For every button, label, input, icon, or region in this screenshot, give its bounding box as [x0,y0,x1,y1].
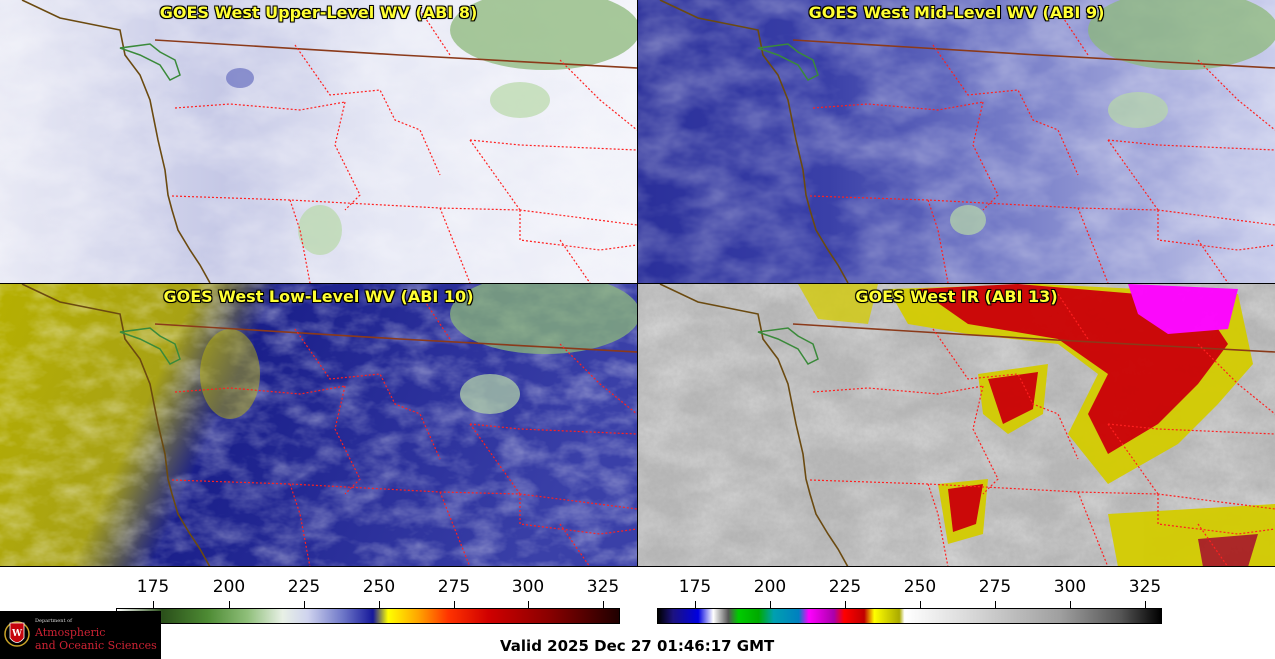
panel-ir: GOES West IR (ABI 13) [638,284,1275,567]
panel-mid-level-wv: GOES West Mid-Level WV (ABI 9) [638,0,1275,283]
aos-logo: W Department of Atmospheric and Oceanic … [0,611,161,659]
panel-low-level-wv: GOES West Low-Level WV (ABI 10) [0,284,637,567]
panel-title: GOES West Low-Level WV (ABI 10) [163,287,474,306]
ir-colorbar-tickmark [995,601,996,608]
logo-dept-text: Department of [35,618,72,624]
ir-colorbar-tick: 225 [828,577,862,597]
wv-colorbar-tick: 200 [212,577,246,597]
svg-text:W: W [11,629,23,639]
ir-colorbar-tick: 175 [678,577,712,597]
panel-title: GOES West IR (ABI 13) [855,287,1058,306]
wv-colorbar-tickmark [229,601,230,608]
wv-colorbar [116,608,620,624]
valid-time: Valid 2025 Dec 27 01:46:17 GMT [500,637,775,655]
wv-colorbar-tick: 275 [437,577,471,597]
ir-colorbar-tick: 325 [1128,577,1162,597]
wv-colorbar-tick: 175 [136,577,170,597]
wv-colorbar-tick: 300 [511,577,545,597]
wv-colorbar-tickmark [304,601,305,608]
ir-colorbar [657,608,1162,624]
wv-colorbar-tick: 225 [287,577,321,597]
upper-level-wv-image [0,0,637,283]
panel-upper-level-wv: GOES West Upper-Level WV (ABI 8) [0,0,637,283]
mid-level-wv-image [638,0,1275,283]
low-level-wv-image [0,284,637,567]
ir-colorbar-tick: 300 [1053,577,1087,597]
ir-colorbar-tickmark [1070,601,1071,608]
panel-divider-horizontal [0,283,1275,284]
wv-colorbar-tickmark [454,601,455,608]
wv-colorbar-tick: 325 [586,577,620,597]
panel-divider-bottom [0,566,1275,567]
ir-colorbar-tickmark [1145,601,1146,608]
ir-colorbar-tickmark [845,601,846,608]
wv-colorbar-tickmark [379,601,380,608]
ir-colorbar-tick: 200 [753,577,787,597]
ir-colorbar-tick: 275 [978,577,1012,597]
panel-title: GOES West Mid-Level WV (ABI 9) [808,3,1105,22]
panel-title: GOES West Upper-Level WV (ABI 8) [159,3,478,22]
logo-line2: and Oceanic Sciences [35,639,157,652]
uw-crest-icon: W [4,621,30,647]
ir-colorbar-tickmark [695,601,696,608]
wv-colorbar-tickmark [528,601,529,608]
ir-colorbar-tick: 250 [903,577,937,597]
wv-colorbar-tickmark [153,601,154,608]
wv-colorbar-tick: 250 [362,577,396,597]
wv-colorbar-tickmark [603,601,604,608]
ir-colorbar-tickmark [770,601,771,608]
ir-image [638,284,1275,567]
ir-colorbar-tickmark [920,601,921,608]
logo-line1: Atmospheric [35,626,106,639]
